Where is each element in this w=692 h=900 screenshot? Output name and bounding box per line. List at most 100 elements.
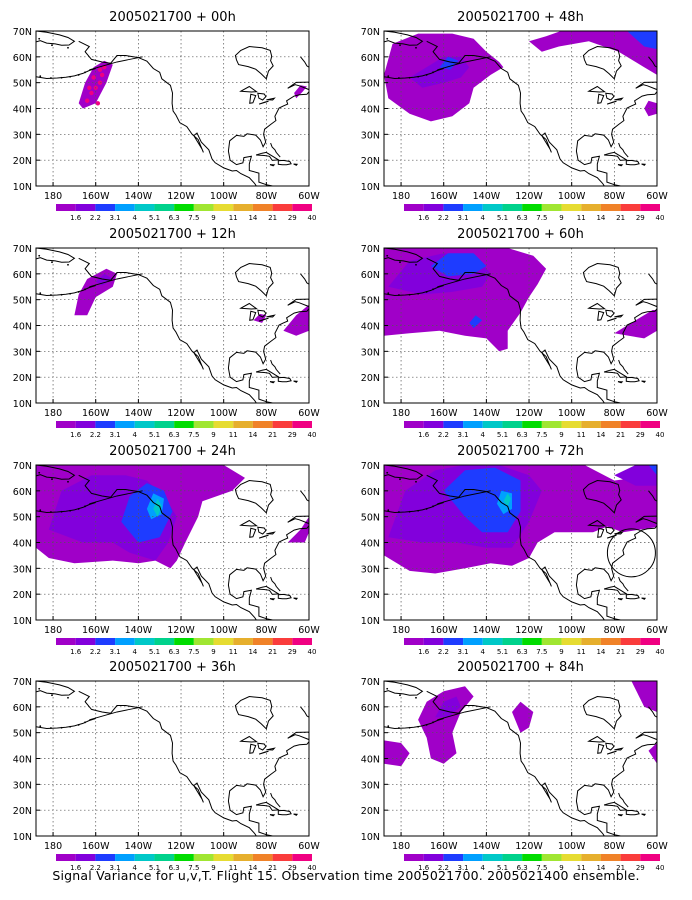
lat-tick-label: 60N [13,703,32,714]
coastline [257,742,267,751]
coastline [625,593,640,600]
coastline [269,814,276,817]
lat-tick-label: 50N [13,513,32,524]
island [415,46,417,49]
legend-label: 21 [616,214,625,222]
lon-tick-label: 180 [44,408,62,419]
coastline [618,792,629,808]
coastline [258,534,269,539]
legend-label: 14 [248,648,257,656]
variance-shading [648,743,657,764]
lon-tick-label: 120W [167,408,195,419]
legend-swatch [292,204,312,211]
lat-tick-label: 10N [13,616,32,627]
legend-swatch [600,854,621,861]
legend-swatch [561,204,582,211]
legend-swatch [482,854,503,861]
legend-swatch [272,421,293,428]
legend-label: 40 [308,864,317,872]
island [432,71,434,74]
lon-tick-label: 140W [473,841,501,852]
coastline [78,474,309,620]
coastline [658,729,672,741]
legend-label: 7.5 [188,214,199,222]
lat-tick-label: 20N [13,373,32,384]
legend-label: 40 [656,648,665,656]
coastline [293,163,299,166]
legend-swatch [423,854,444,861]
coastline [384,681,424,696]
lon-tick-label: 80W [604,841,626,852]
legend-label: 9 [559,214,563,222]
legend-label: 1.6 [418,648,430,656]
legend-swatch [502,421,523,428]
legend-label: 29 [636,431,645,439]
lat-tick-label: 50N [13,729,32,740]
coastline [384,465,424,480]
legend-swatch [154,421,175,428]
legend-swatch [581,854,601,861]
coastline [234,262,274,297]
coastline [641,163,647,166]
legend-label: 21 [616,648,625,656]
island [84,721,86,724]
legend-label: 9 [211,648,215,656]
flight-track [437,273,491,288]
legend-swatch [502,854,523,861]
coastline [617,814,624,817]
island [425,74,428,76]
lat-tick-label: 20N [13,590,32,601]
coastline [658,296,672,308]
island [51,694,53,697]
legend-swatch [640,204,660,211]
legend-label: 40 [308,431,317,439]
lat-tick-label: 10N [13,182,32,193]
coastline [255,801,281,811]
map-area [384,248,672,403]
lon-tick-label: 100W [558,408,586,419]
flight-track [89,273,143,288]
lon-tick-label: 60W [646,408,668,419]
coastline [270,576,281,592]
lat-tick-label: 70N [361,677,380,688]
legend-swatch [502,204,523,211]
legend-swatch [561,854,582,861]
variance-shading [78,60,113,109]
lon-tick-label: 120W [515,841,543,852]
panel-title: 2005021700 + 36h [109,660,236,675]
variance-shading [283,304,309,336]
coastline [234,45,274,80]
lat-tick-label: 40N [361,755,380,766]
legend-swatch [272,204,293,211]
lon-tick-label: 160W [430,408,458,419]
lon-tick-label: 180 [44,625,62,636]
observation-dot [87,85,92,91]
coastline [614,314,624,318]
lat-tick-label: 10N [361,616,380,627]
legend-swatch [213,421,234,428]
flight-track [437,490,491,505]
color-legend: 1.6 2.2 3.1 4 5.1 6.3 7.5 9 11 14 21 29 40 [404,204,664,222]
legend-label: 4 [133,431,138,439]
island [38,471,41,474]
island [415,696,417,699]
coastline [617,164,624,167]
coastline [249,93,257,104]
panel-title: 2005021700 + 48h [457,10,584,25]
legend-label: 7.5 [536,864,547,872]
island [67,263,69,266]
legend-label: 40 [656,214,665,222]
coastline [36,248,76,263]
island [417,75,420,78]
island [399,44,401,47]
legend-label: 6.3 [169,864,180,872]
legend-label: 4 [133,648,138,656]
legend-swatch [463,854,483,861]
coastline [270,142,281,158]
legend-swatch [272,854,293,861]
coastline [270,792,281,808]
coastline [587,85,606,93]
coastline [635,731,657,741]
color-legend: 1.6 2.2 3.1 4 5.1 6.3 7.5 9 11 14 21 29 40 [404,638,664,656]
lon-tick-label: 160W [430,841,458,852]
